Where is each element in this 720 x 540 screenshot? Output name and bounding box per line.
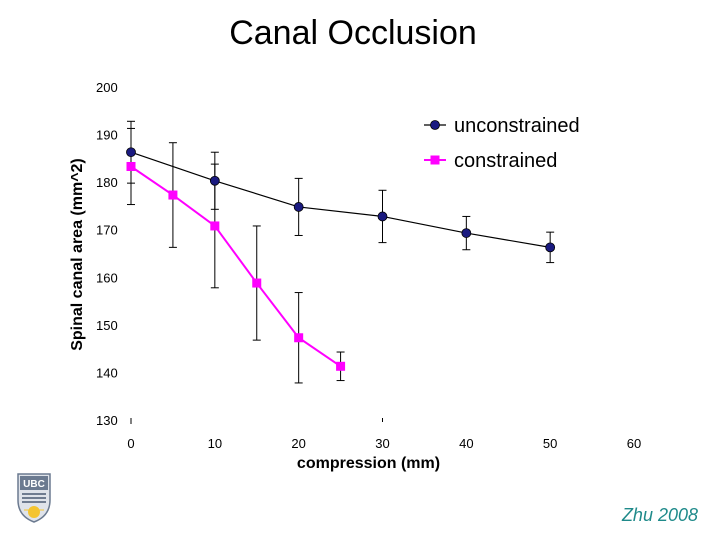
x-tick-label: 60	[627, 436, 641, 451]
logo-text: UBC	[23, 479, 45, 490]
x-tick-label: 10	[208, 436, 222, 451]
y-tick-label: 170	[96, 223, 118, 238]
legend-label-unconstrained: unconstrained	[454, 115, 580, 137]
y-tick-label: 180	[96, 175, 118, 190]
x-tick-label: 30	[375, 436, 389, 451]
x-axis-title: compression (mm)	[297, 455, 440, 472]
x-tick-label: 40	[459, 436, 473, 451]
legend-marker-constrained	[430, 155, 440, 165]
source-credit: Zhu 2008	[621, 505, 698, 525]
data-point-unconstrained	[461, 228, 472, 238]
data-point-constrained	[168, 190, 178, 200]
data-point-unconstrained	[545, 242, 556, 253]
data-point-constrained	[210, 221, 220, 231]
legend-marker-unconstrained	[430, 120, 440, 130]
data-point-constrained	[126, 161, 136, 171]
data-point-unconstrained	[126, 147, 136, 158]
slide-title: Canal Occlusion	[229, 14, 477, 52]
y-tick-label: 130	[96, 413, 118, 428]
series-line-unconstrained	[130, 151, 551, 248]
data-point-constrained	[336, 361, 346, 371]
y-tick-label: 160	[96, 270, 118, 285]
series-lines	[130, 151, 551, 368]
data-point-constrained	[252, 278, 262, 288]
data-point-unconstrained	[209, 175, 220, 186]
data-point-unconstrained	[293, 202, 304, 212]
ubc-logo: UBC	[17, 473, 51, 523]
y-tick-label: 150	[96, 318, 118, 333]
data-point-unconstrained	[377, 211, 388, 222]
y-tick-label: 190	[96, 128, 118, 143]
data-point-constrained	[294, 333, 304, 343]
y-tick-label: 200	[96, 80, 118, 95]
y-tick-label: 140	[96, 365, 118, 380]
y-axis-title: Spinal canal area (mm^2)	[69, 158, 86, 351]
axes	[130, 418, 383, 424]
x-tick-label: 50	[543, 436, 557, 451]
series-line-constrained	[130, 165, 342, 368]
data-points	[126, 147, 556, 371]
legend: unconstrained constrained	[424, 115, 580, 172]
x-tick-label: 0	[127, 436, 134, 451]
legend-label-constrained: constrained	[454, 150, 557, 172]
tick-labels: 130 140 150 160 170 180 190 200 0 10 20 30 40 50 60	[96, 80, 641, 451]
x-tick-label: 20	[291, 436, 305, 451]
